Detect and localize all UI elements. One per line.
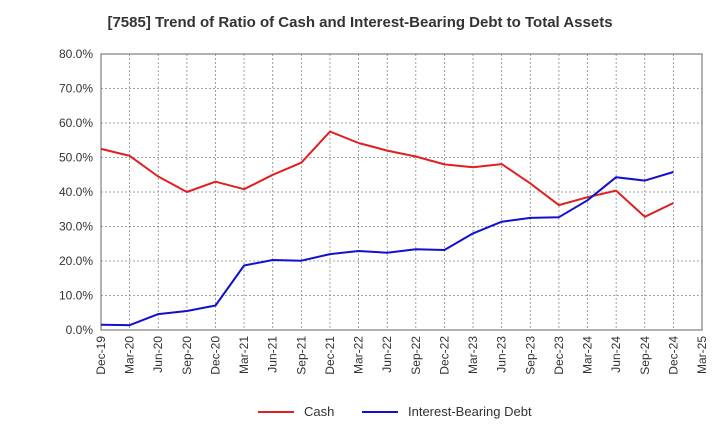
series-line-cash [100, 130, 674, 218]
legend-swatch-interest-bearing-debt [362, 410, 398, 413]
x-tick-label: Dec-20 [208, 336, 222, 375]
y-tick-label: 30.0% [59, 220, 93, 234]
x-tick-label: Mar-20 [123, 336, 137, 374]
x-tick-label: Mar-25 [695, 336, 709, 374]
x-tick-label: Sep-22 [409, 336, 423, 375]
y-tick-label: 40.0% [59, 185, 93, 199]
grid-lines [100, 53, 703, 331]
axes: 0.0% 10.0% 20.0% 30.0% 40.0% 50.0% 60.0% 70.0% 8… [59, 47, 709, 375]
x-tick-label: Dec-24 [666, 336, 680, 375]
y-tick-label: 60.0% [59, 116, 93, 130]
legend-item-cash: Cash [258, 404, 334, 419]
x-tick-label: Jun-21 [266, 336, 280, 373]
plot-border [100, 53, 703, 331]
x-tick-label: Dec-23 [552, 336, 566, 375]
x-tick-label: Jun-20 [151, 336, 165, 373]
legend-item-interest-bearing-debt: Interest-Bearing Debt [362, 404, 532, 419]
x-tick-label: Mar-24 [581, 336, 595, 374]
y-tick-label: 50.0% [59, 151, 93, 165]
x-tick-label: Jun-24 [609, 336, 623, 373]
x-tick-label: Dec-21 [323, 336, 337, 375]
x-tick-label: Sep-24 [638, 336, 652, 375]
y-tick-label: 80.0% [59, 47, 93, 61]
legend-swatch-cash [258, 410, 294, 413]
x-tick-label: Sep-21 [294, 336, 308, 375]
x-tick-label: Mar-23 [466, 336, 480, 374]
x-tick-label: Sep-20 [180, 336, 194, 375]
x-tick-label: Mar-21 [237, 336, 251, 374]
series-line-interest-bearing-debt [100, 171, 674, 327]
legend-label-cash: Cash [304, 404, 335, 419]
x-tick-label: Jun-22 [380, 336, 394, 373]
y-tick-label: 10.0% [59, 289, 93, 303]
x-tick-label: Sep-23 [523, 336, 537, 375]
y-tick-label: 0.0% [66, 323, 94, 337]
x-tick-label: Dec-19 [94, 336, 108, 375]
y-tick-label: 70.0% [59, 82, 93, 96]
x-tick-label: Dec-22 [437, 336, 451, 375]
chart-title: [7585] Trend of Ratio of Cash and Intere… [107, 14, 613, 31]
series-lines [100, 130, 674, 327]
legend-label-interest-bearing-debt: Interest-Bearing Debt [408, 404, 532, 419]
y-tick-label: 20.0% [59, 254, 93, 268]
x-tick-label: Jun-23 [495, 336, 509, 373]
legend: Cash Interest-Bearing Debt [0, 404, 720, 426]
x-tick-label: Mar-22 [352, 336, 366, 374]
